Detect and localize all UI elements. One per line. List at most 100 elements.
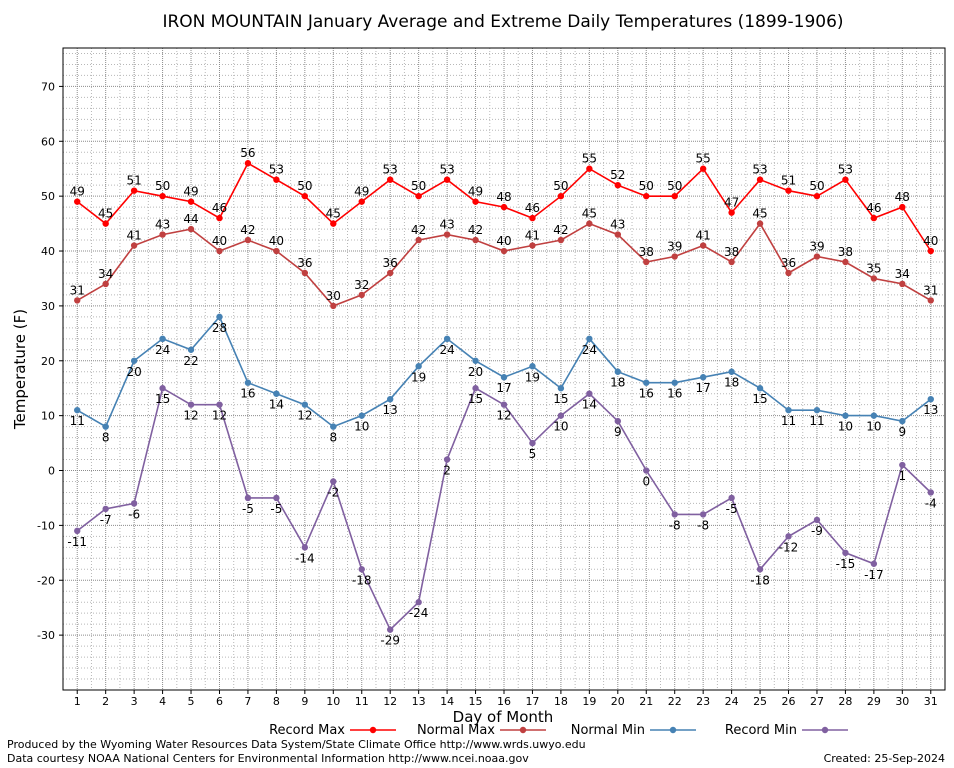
- x-tick-label: 14: [440, 695, 454, 708]
- data-point: [842, 412, 849, 419]
- footer-produced-by: Produced by the Wyoming Water Resources …: [7, 738, 586, 751]
- data-label: 0: [642, 475, 650, 489]
- data-point: [130, 187, 138, 194]
- data-label: 41: [696, 229, 711, 243]
- legend-marker: [669, 726, 677, 734]
- data-point: [842, 176, 849, 183]
- data-label: 48: [895, 190, 910, 204]
- data-point: [187, 346, 195, 353]
- data-point: [472, 198, 479, 205]
- data-point: [614, 368, 622, 375]
- data-label: 9: [614, 425, 622, 439]
- data-point: [216, 401, 223, 408]
- data-label: 10: [866, 420, 881, 434]
- data-point: [813, 192, 821, 200]
- data-label: 15: [752, 392, 767, 406]
- data-label: 50: [809, 179, 824, 193]
- data-point: [130, 242, 138, 249]
- data-point: [187, 198, 195, 205]
- data-label: 17: [496, 381, 511, 395]
- data-point: [159, 231, 166, 238]
- x-tick-label: 2: [102, 695, 109, 708]
- data-point: [102, 220, 109, 227]
- x-tick-label: 21: [639, 695, 653, 708]
- data-point: [415, 192, 422, 200]
- data-point: [216, 214, 223, 222]
- y-tick-label: 50: [41, 190, 55, 203]
- x-tick-label: 20: [611, 695, 625, 708]
- data-label: 16: [240, 387, 255, 401]
- data-label: 20: [468, 365, 483, 379]
- data-label: 2: [443, 464, 451, 478]
- data-point: [899, 203, 906, 211]
- data-label: 34: [895, 267, 910, 281]
- data-label: 39: [809, 240, 824, 254]
- data-label: 38: [639, 245, 654, 259]
- y-tick-label: 60: [41, 135, 55, 148]
- data-label: 16: [667, 387, 682, 401]
- x-tick-label: 29: [867, 695, 881, 708]
- legend: Record Max Normal Max Normal Min Record Min: [269, 723, 848, 738]
- data-point: [728, 258, 735, 266]
- data-label: 48: [496, 190, 511, 204]
- data-point: [643, 192, 650, 200]
- data-label: 52: [610, 168, 625, 182]
- data-point: [358, 198, 365, 205]
- data-point: [500, 203, 508, 211]
- data-point: [557, 385, 565, 392]
- data-label: 10: [838, 420, 853, 434]
- data-label: 47: [724, 196, 739, 210]
- data-point: [159, 385, 166, 392]
- x-tick-label: 8: [273, 695, 280, 708]
- x-tick-label: 19: [582, 695, 596, 708]
- data-label: 53: [439, 163, 454, 177]
- data-label: -6: [128, 507, 140, 521]
- data-point: [244, 379, 252, 386]
- data-label: -11: [67, 535, 87, 549]
- x-tick-label: 17: [525, 695, 539, 708]
- x-tick-label: 10: [326, 695, 340, 708]
- data-point: [273, 247, 280, 255]
- data-point: [557, 236, 565, 244]
- y-tick-label: -10: [37, 519, 55, 532]
- data-point: [614, 231, 622, 238]
- data-point: [415, 236, 422, 244]
- data-point: [927, 489, 934, 496]
- data-point: [74, 527, 81, 535]
- data-label: 43: [610, 218, 625, 232]
- data-label: 8: [329, 431, 337, 445]
- data-point: [813, 406, 821, 414]
- data-label: 15: [155, 392, 170, 406]
- data-label: 22: [183, 354, 198, 368]
- data-label: 40: [496, 234, 511, 248]
- data-point: [785, 406, 792, 414]
- x-tick-label: 15: [469, 695, 483, 708]
- data-point: [415, 363, 422, 370]
- data-point: [244, 494, 252, 502]
- data-point: [870, 560, 878, 567]
- legend-marker: [821, 726, 829, 734]
- data-label: -2: [327, 485, 339, 499]
- data-label: -5: [242, 502, 254, 516]
- data-label: 55: [582, 152, 597, 166]
- data-label: 40: [923, 234, 938, 248]
- data-label: -9: [811, 524, 823, 538]
- x-tick-label: 28: [838, 695, 852, 708]
- data-point: [102, 423, 109, 430]
- x-tick-label: 31: [924, 695, 938, 708]
- data-label: 14: [269, 398, 284, 412]
- data-point: [244, 160, 252, 167]
- data-label: 45: [326, 207, 341, 221]
- data-point: [870, 412, 878, 419]
- data-point: [927, 247, 934, 255]
- data-label: 40: [269, 234, 284, 248]
- data-label: 34: [98, 267, 113, 281]
- data-label: 41: [525, 229, 540, 243]
- data-point: [899, 280, 906, 288]
- data-label: 43: [155, 218, 170, 232]
- x-tick-label: 23: [696, 695, 710, 708]
- legend-label: Record Max: [269, 723, 345, 738]
- data-label: 45: [752, 207, 767, 221]
